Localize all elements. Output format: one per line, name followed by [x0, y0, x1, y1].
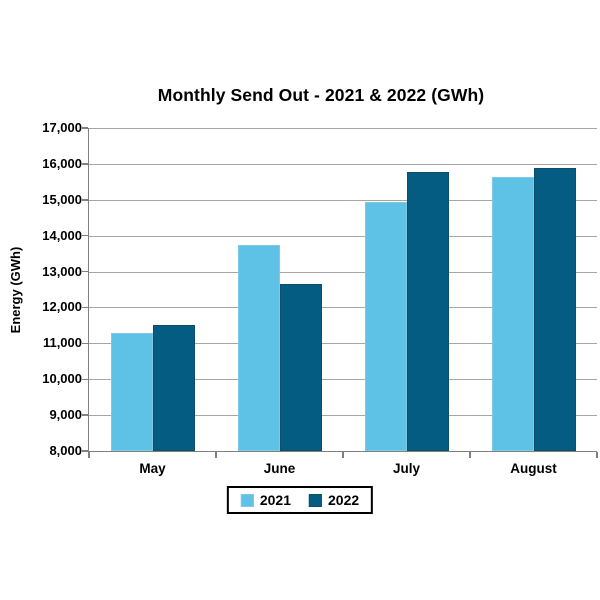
y-tick-12000: [82, 306, 88, 309]
gridline-14000: [89, 235, 597, 237]
gridline-11000: [89, 343, 597, 345]
y-tick-label-13000: 13,000: [42, 263, 82, 279]
y-tick-15000: [82, 199, 88, 201]
gridline-15000: [89, 199, 597, 201]
y-tick-label-14000: 14,000: [42, 227, 82, 243]
gridline-17000: [89, 128, 597, 129]
y-tick-label-17000: 17,000: [42, 120, 82, 135]
gridline-12000: [89, 307, 597, 309]
y-tick-14000: [82, 234, 88, 237]
legend-swatch-2021: [240, 493, 254, 507]
bar-2021-may: [111, 332, 153, 451]
x-tick-label-june: June: [263, 461, 296, 476]
plot-area: [89, 128, 597, 451]
y-tick-11000: [82, 342, 88, 345]
y-tick-10000: [82, 378, 88, 380]
legend: 2021 2022: [226, 486, 374, 514]
y-axis-title: Energy (GWh): [8, 246, 23, 334]
y-tick-16000: [82, 163, 88, 165]
y-tick-9000: [82, 414, 88, 416]
x-tick-2: [342, 452, 344, 458]
y-tick-13000: [82, 270, 88, 273]
gridline-13000: [89, 271, 597, 273]
y-axis-line: [87, 128, 89, 453]
bar-2021-june: [238, 244, 280, 451]
chart-title: Monthly Send Out - 2021 & 2022 (GWh): [157, 85, 485, 105]
y-tick-label-9000: 9,000: [49, 407, 82, 423]
x-tick-label-august: August: [510, 461, 557, 476]
gridline-10000: [89, 379, 597, 381]
x-tick-label-may: May: [139, 461, 166, 476]
y-tick-label-12000: 12,000: [42, 299, 82, 315]
bar-2021-august: [492, 176, 534, 451]
legend-item-2022: 2022: [309, 492, 359, 508]
legend-swatch-2022: [309, 493, 322, 507]
bar-2022-may: [153, 325, 195, 451]
gridline-16000: [89, 163, 597, 165]
x-tick-label-july: July: [392, 461, 420, 476]
y-tick-label-15000: 15,000: [42, 191, 82, 207]
x-axis-line: [87, 450, 597, 452]
y-tick-8000: [82, 450, 88, 452]
y-tick-label-11000: 11,000: [42, 335, 82, 351]
x-tick-0: [88, 452, 90, 458]
y-tick-17000: [82, 127, 88, 129]
y-tick-label-10000: 10,000: [42, 371, 82, 387]
legend-label-2022: 2022: [328, 492, 360, 508]
legend-label-2021: 2021: [259, 492, 291, 508]
x-tick-1: [215, 452, 217, 458]
gridline-9000: [89, 415, 597, 417]
x-tick-3: [469, 452, 471, 458]
legend-item-2021: 2021: [240, 492, 291, 508]
bar-2022-june: [280, 284, 322, 451]
x-tick-4: [596, 452, 598, 458]
bar-2022-august: [534, 167, 576, 451]
bar-2022-july: [407, 172, 449, 451]
bar-2021-july: [365, 201, 407, 451]
y-tick-label-8000: 8,000: [49, 443, 82, 458]
y-tick-label-16000: 16,000: [42, 155, 82, 171]
